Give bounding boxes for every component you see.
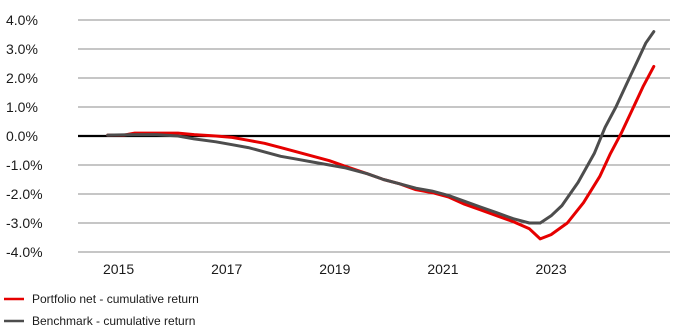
x-tick-label: 2015 xyxy=(103,261,134,277)
x-tick-label: 2017 xyxy=(211,261,242,277)
y-tick-label: 2.0% xyxy=(6,70,38,86)
benchmark-line xyxy=(106,30,656,225)
gridlines xyxy=(78,19,670,253)
legend-label: Benchmark - cumulative return xyxy=(32,314,195,328)
y-tick-label: 4.0% xyxy=(6,12,38,28)
portfolio-net-line xyxy=(106,64,656,241)
x-tick-label: 2019 xyxy=(319,261,350,277)
x-tick-label: 2023 xyxy=(535,261,566,277)
y-tick-label: -3.0% xyxy=(6,215,43,231)
y-tick-label: 0.0% xyxy=(6,128,38,144)
y-tick-label: -2.0% xyxy=(6,186,43,202)
y-tick-label: 3.0% xyxy=(6,41,38,57)
legend-label: Portfolio net - cumulative return xyxy=(32,292,199,306)
y-tick-label: -1.0% xyxy=(6,157,43,173)
series-lines xyxy=(106,30,656,241)
x-tick-label: 2021 xyxy=(427,261,458,277)
legend: Portfolio net - cumulative return Benchma… xyxy=(4,292,199,328)
y-tick-label: 1.0% xyxy=(6,99,38,115)
y-tick-label: -4.0% xyxy=(6,244,43,260)
y-axis: 4.0% 3.0% 2.0% 1.0% 0.0% -1.0% -2.0% -3.0% -4.0% xyxy=(6,12,43,260)
x-axis: 2015 2017 2019 2021 2023 xyxy=(103,261,567,277)
